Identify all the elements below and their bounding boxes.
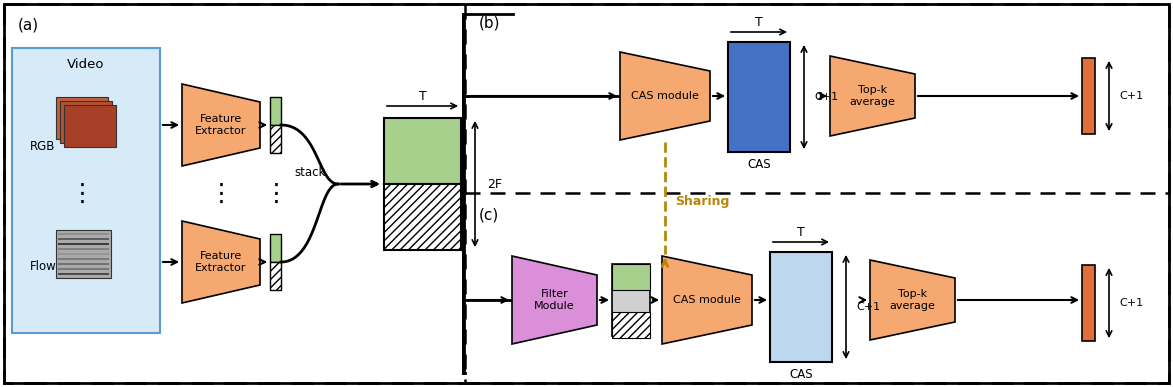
Bar xyxy=(57,233,109,235)
Text: (a): (a) xyxy=(18,18,39,33)
Bar xyxy=(57,273,109,275)
Bar xyxy=(270,234,282,262)
Bar xyxy=(56,230,111,278)
Text: (b): (b) xyxy=(479,15,501,30)
Bar xyxy=(57,238,109,240)
Bar xyxy=(1082,58,1096,134)
Bar xyxy=(728,42,789,152)
Text: ⋮: ⋮ xyxy=(69,182,95,206)
Text: Top-k
average: Top-k average xyxy=(849,85,895,107)
Bar xyxy=(1082,265,1096,341)
Text: Feature
Extractor: Feature Extractor xyxy=(196,114,246,136)
Text: CAS module: CAS module xyxy=(673,295,741,305)
Text: stack: stack xyxy=(294,166,326,178)
Text: T: T xyxy=(798,226,805,238)
Polygon shape xyxy=(511,256,597,344)
Text: CAS: CAS xyxy=(747,159,771,171)
Text: ⋮: ⋮ xyxy=(264,182,289,206)
Polygon shape xyxy=(830,56,915,136)
Polygon shape xyxy=(662,256,752,344)
Text: C+1: C+1 xyxy=(1119,91,1144,101)
Bar xyxy=(57,263,109,265)
Text: 2F: 2F xyxy=(487,178,502,190)
Polygon shape xyxy=(182,84,260,166)
Text: T: T xyxy=(419,89,426,103)
Bar xyxy=(769,252,832,362)
Bar xyxy=(12,48,160,333)
Bar xyxy=(612,264,650,336)
Text: Feature
Extractor: Feature Extractor xyxy=(196,251,246,273)
Polygon shape xyxy=(621,52,710,140)
Bar xyxy=(612,264,650,290)
Text: T: T xyxy=(755,15,762,29)
Bar xyxy=(57,253,109,255)
Bar xyxy=(270,125,282,153)
Polygon shape xyxy=(870,260,955,340)
Text: C+1: C+1 xyxy=(856,302,880,312)
Bar xyxy=(57,268,109,270)
Text: CAS: CAS xyxy=(789,368,813,382)
Bar xyxy=(384,184,461,250)
Text: Video: Video xyxy=(67,58,104,70)
Bar xyxy=(56,97,108,139)
Polygon shape xyxy=(182,221,260,303)
Text: (c): (c) xyxy=(479,207,500,222)
Text: Top-k
average: Top-k average xyxy=(889,289,935,311)
Text: Flow: Flow xyxy=(30,260,56,274)
Text: CAS module: CAS module xyxy=(631,91,699,101)
Bar xyxy=(270,97,282,125)
Text: RGB: RGB xyxy=(30,140,55,154)
Text: ⋮: ⋮ xyxy=(209,182,233,206)
Text: Filter
Module: Filter Module xyxy=(534,289,575,311)
Bar xyxy=(57,243,109,245)
Bar xyxy=(270,262,282,290)
Bar xyxy=(384,118,461,184)
Bar xyxy=(60,101,111,143)
Bar xyxy=(57,258,109,260)
Text: Sharing: Sharing xyxy=(674,195,730,207)
Text: C+1: C+1 xyxy=(814,92,839,102)
Bar xyxy=(612,312,650,338)
Bar xyxy=(65,105,116,147)
Bar xyxy=(57,248,109,250)
Text: C+1: C+1 xyxy=(1119,298,1144,308)
